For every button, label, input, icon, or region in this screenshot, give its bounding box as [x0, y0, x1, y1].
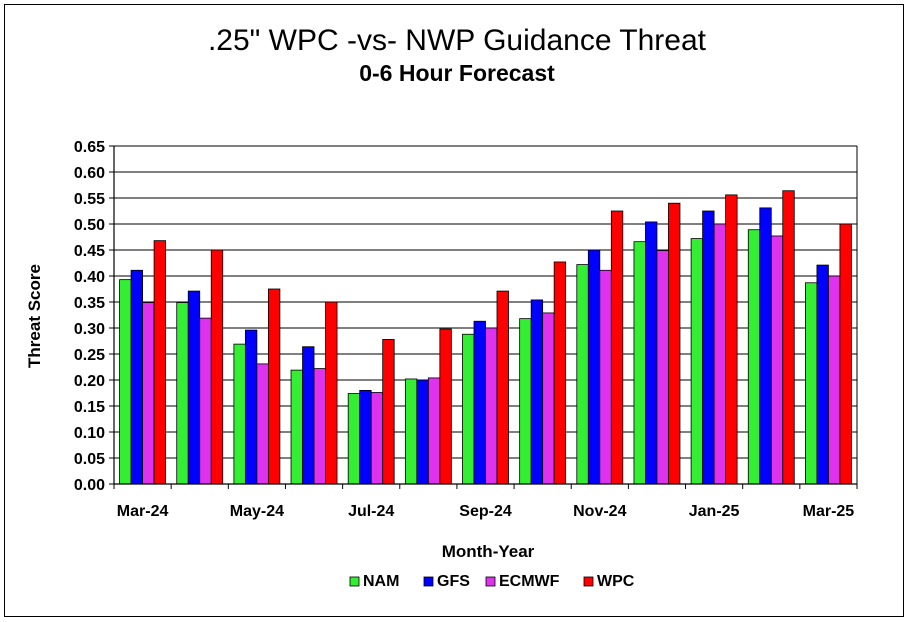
- bar-gfs-apr-24: [187, 290, 201, 485]
- bar-wpc-sep-24: [496, 290, 509, 485]
- legend-label-ecmwf: ECMWF: [499, 573, 560, 590]
- y-tick-label: 0.25: [74, 347, 105, 364]
- legend-swatch-gfs: [423, 576, 434, 587]
- y-tick-label: 0.40: [74, 269, 105, 286]
- bar-gfs-oct-24: [530, 299, 544, 485]
- bar-ecmwf-dec-24: [656, 250, 669, 485]
- bar-wpc-oct-24: [553, 261, 567, 485]
- legend: NAM GFS ECMWF WPC: [349, 573, 635, 590]
- chart-subtitle: 0-6 Hour Forecast: [359, 60, 555, 86]
- bar-ecmwf-apr-24: [199, 317, 212, 485]
- bar-wpc-jun-24: [325, 301, 338, 485]
- x-tick-label: Sep-24: [459, 503, 512, 520]
- bar-gfs-feb-25: [759, 207, 772, 485]
- bar-ecmwf-jun-24: [313, 368, 326, 485]
- bar-gfs-mar-24: [130, 269, 143, 485]
- legend-swatch-nam: [349, 576, 360, 587]
- bar-nam-apr-24: [176, 302, 189, 485]
- plot-area: 0.00 0.05 0.10 0.15 0.20 0.25 0.30 0.35 0.40 0.45…: [74, 139, 858, 520]
- bar-wpc-jul-24: [382, 339, 395, 485]
- bar-ecmwf-mar-25: [828, 275, 841, 485]
- x-tick-label: Mar-24: [117, 503, 169, 520]
- bar-nam-mar-24: [119, 279, 132, 485]
- bar-nam-jun-24: [290, 369, 303, 485]
- bar-nam-jul-24: [347, 393, 361, 485]
- y-tick-label: 0.00: [74, 477, 105, 494]
- bar-wpc-apr-24: [210, 249, 224, 485]
- bar-gfs-jun-24: [302, 346, 315, 485]
- y-axis-label: Threat Score: [25, 264, 44, 368]
- bar-ecmwf-feb-25: [770, 235, 784, 485]
- legend-swatch-ecmwf: [485, 576, 496, 587]
- bar-gfs-may-24: [244, 329, 258, 485]
- legend-label-nam: NAM: [363, 573, 399, 590]
- x-tick-label: Jan-25: [689, 503, 740, 520]
- bar-wpc-mar-25: [839, 223, 852, 485]
- x-axis-label: Month-Year: [442, 542, 535, 561]
- bar-wpc-nov-24: [610, 210, 624, 485]
- y-tick-label: 0.55: [74, 191, 105, 208]
- bar-ecmwf-aug-24: [427, 377, 441, 485]
- bar-wpc-jan-25: [725, 194, 738, 485]
- bar-wpc-mar-24: [153, 240, 166, 485]
- y-tick-label: 0.60: [74, 165, 105, 182]
- bar-ecmwf-nov-24: [599, 269, 612, 485]
- bar-nam-sep-24: [462, 333, 475, 485]
- y-tick-label: 0.05: [74, 451, 105, 468]
- y-tick-label: 0.20: [74, 373, 105, 390]
- bar-gfs-dec-24: [645, 221, 658, 485]
- bar-ecmwf-sep-24: [485, 327, 498, 485]
- y-tick-label: 0.45: [74, 243, 105, 260]
- bar-nam-may-24: [233, 343, 246, 485]
- bar-ecmwf-mar-24: [142, 302, 155, 485]
- x-tick-label: Nov-24: [573, 503, 626, 520]
- y-tick-label: 0.10: [74, 425, 105, 442]
- x-tick-label: May-24: [230, 503, 284, 520]
- x-tick-label: Jul-24: [348, 503, 394, 520]
- bar-wpc-feb-25: [782, 190, 795, 485]
- y-tick-label: 0.30: [74, 321, 105, 338]
- bar-ecmwf-jul-24: [370, 392, 384, 485]
- bar-gfs-jul-24: [359, 389, 372, 485]
- bar-nam-nov-24: [576, 264, 589, 485]
- bar-gfs-jan-25: [702, 210, 715, 485]
- bar-nam-oct-24: [519, 318, 532, 485]
- chart-title: .25" WPC -vs- NWP Guidance Threat: [208, 24, 707, 57]
- bar-nam-dec-24: [633, 241, 646, 485]
- bar-ecmwf-oct-24: [542, 312, 555, 485]
- bar-ecmwf-may-24: [256, 363, 269, 485]
- bar-gfs-mar-25: [816, 264, 829, 485]
- bar-gfs-sep-24: [473, 320, 486, 485]
- x-tick-label: Mar-25: [803, 503, 855, 520]
- bar-nam-jan-25: [690, 238, 704, 485]
- bar-nam-aug-24: [404, 378, 418, 485]
- legend-swatch-wpc: [583, 576, 594, 587]
- legend-label-gfs: GFS: [437, 573, 470, 590]
- bar-nam-mar-25: [805, 282, 818, 485]
- bar-gfs-aug-24: [416, 379, 429, 485]
- bar-gfs-nov-24: [587, 249, 601, 485]
- bar-wpc-may-24: [267, 288, 281, 485]
- y-tick-label: 0.65: [74, 139, 105, 156]
- y-tick-label: 0.35: [74, 295, 105, 312]
- bar-wpc-aug-24: [439, 328, 452, 485]
- legend-label-wpc: WPC: [597, 573, 635, 590]
- bar-nam-feb-25: [747, 229, 761, 485]
- y-tick-label: 0.50: [74, 217, 105, 234]
- bar-ecmwf-jan-25: [713, 223, 727, 485]
- bar-wpc-dec-24: [668, 202, 681, 485]
- y-tick-label: 0.15: [74, 399, 105, 416]
